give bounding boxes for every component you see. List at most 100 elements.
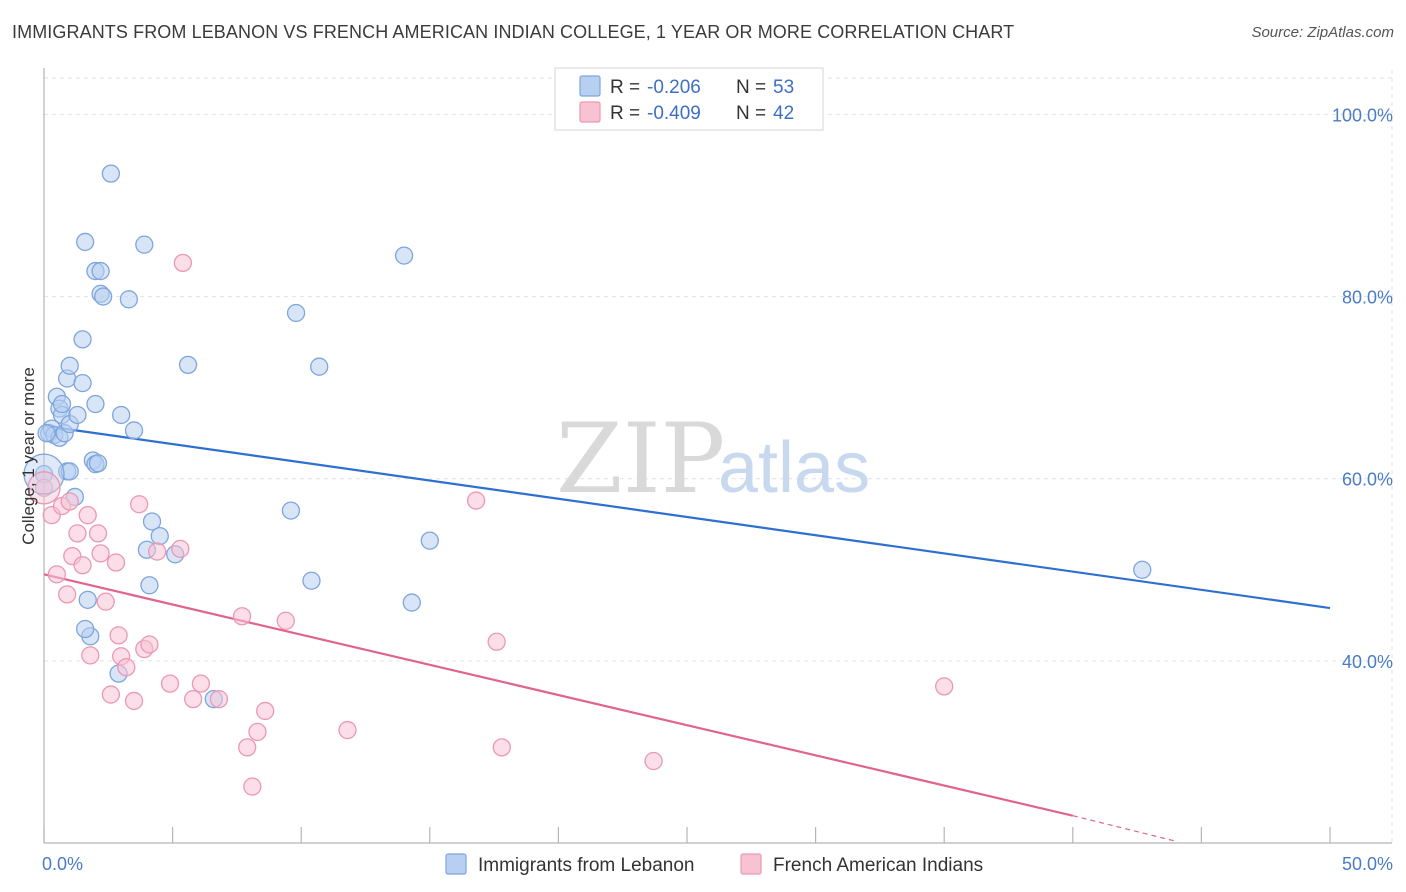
legend-swatch-blue xyxy=(579,75,601,97)
series-label-french-american-indians: French American Indians xyxy=(773,855,983,876)
chart-title: IMMIGRANTS FROM LEBANON VS FRENCH AMERIC… xyxy=(12,22,1015,42)
y-axis-title: College, 1 year or more xyxy=(19,367,38,545)
point-lebanon-12 xyxy=(60,356,79,375)
trend-line-extension-french-american-indians xyxy=(1072,815,1176,842)
point-lebanon-45 xyxy=(302,571,321,590)
point-lebanon-17 xyxy=(73,373,92,393)
point-lebanon-8 xyxy=(52,394,72,414)
point-french-american-indians-34 xyxy=(256,701,275,721)
point-lebanon-14 xyxy=(60,462,79,481)
point-lebanon-16 xyxy=(68,405,87,425)
axes xyxy=(43,68,1392,844)
legend-swatch-pink xyxy=(579,101,601,123)
point-lebanon-37 xyxy=(140,576,159,595)
point-french-american-indians-26 xyxy=(173,253,193,273)
point-lebanon-43 xyxy=(281,501,301,520)
point-french-american-indians-38 xyxy=(487,632,506,651)
legend-r-value-1: -0.206 xyxy=(647,77,701,98)
point-lebanon-41 xyxy=(178,355,198,375)
legend-n-label-2: N = xyxy=(736,103,766,124)
point-lebanon-34 xyxy=(124,421,144,440)
point-lebanon-30 xyxy=(101,164,121,183)
point-french-american-indians-7 xyxy=(68,524,87,543)
correlation-legend: R = -0.206 N = 53 R = -0.409 N = 42 xyxy=(554,67,824,131)
point-french-american-indians-20 xyxy=(130,495,149,514)
point-french-american-indians-large xyxy=(27,471,61,505)
point-french-american-indians-14 xyxy=(101,685,121,704)
point-french-american-indians-41 xyxy=(935,677,954,696)
point-french-american-indians-15 xyxy=(106,553,126,572)
x-tick-label-0: 0.0% xyxy=(42,854,83,874)
point-lebanon-18 xyxy=(73,330,92,349)
point-lebanon-27 xyxy=(91,261,110,281)
point-french-american-indians-19 xyxy=(124,691,144,711)
point-lebanon-19 xyxy=(76,232,95,252)
watermark: ZIP atlas xyxy=(556,403,870,515)
point-french-american-indians-22 xyxy=(140,635,159,654)
y-tick-label-0: 40.0% xyxy=(1342,652,1393,672)
watermark-atlas: atlas xyxy=(718,428,870,508)
point-lebanon-large xyxy=(23,453,65,495)
point-french-american-indians-40 xyxy=(644,751,663,771)
point-french-american-indians-27 xyxy=(184,689,203,709)
point-french-american-indians-18 xyxy=(117,658,136,677)
point-lebanon-39 xyxy=(150,526,169,546)
trend-line-french-american-indians xyxy=(43,573,1074,817)
y-tick-label-1: 60.0% xyxy=(1342,470,1393,490)
legend-n-label-1: N = xyxy=(736,77,766,98)
point-french-american-indians-33 xyxy=(248,722,267,742)
point-lebanon-29 xyxy=(94,287,113,306)
point-lebanon-38 xyxy=(142,512,162,531)
point-lebanon-44 xyxy=(286,303,306,323)
point-lebanon-48 xyxy=(394,246,414,265)
x-tick-label-1: 50.0% xyxy=(1342,854,1393,874)
point-french-american-indians-9 xyxy=(78,505,97,525)
point-french-american-indians-29 xyxy=(209,689,229,709)
point-french-american-indians-23 xyxy=(148,542,167,561)
point-french-american-indians-13 xyxy=(96,592,115,611)
point-french-american-indians-37 xyxy=(466,491,486,510)
point-lebanon-46 xyxy=(310,357,329,376)
data-points xyxy=(23,164,1152,796)
point-french-american-indians-31 xyxy=(238,738,257,757)
y-tick-labels: 40.0% 60.0% 80.0% 100.0% xyxy=(1332,105,1393,671)
point-french-american-indians-2 xyxy=(47,565,67,584)
point-lebanon-32 xyxy=(112,405,131,425)
legend-r-value-2: -0.409 xyxy=(647,103,701,124)
point-lebanon-35 xyxy=(135,235,154,254)
source-label: Source: ZipAtlas.com xyxy=(1251,24,1394,41)
point-french-american-indians-35 xyxy=(276,611,295,630)
point-french-american-indians-8 xyxy=(73,556,92,575)
y-tick-label-3: 100.0% xyxy=(1332,105,1393,125)
point-french-american-indians-12 xyxy=(91,544,110,563)
point-french-american-indians-24 xyxy=(160,674,180,693)
point-french-american-indians-11 xyxy=(88,524,108,543)
legend-n-value-2: 42 xyxy=(773,103,794,124)
point-french-american-indians-25 xyxy=(171,539,190,558)
point-french-american-indians-10 xyxy=(81,646,100,665)
point-french-american-indians-39 xyxy=(492,738,511,757)
point-french-american-indians-28 xyxy=(191,674,211,693)
point-lebanon-47 xyxy=(76,619,95,639)
legend-r-label-1: R = xyxy=(610,77,640,98)
x-tick-labels: 0.0% 50.0% xyxy=(42,854,1393,874)
point-lebanon-51 xyxy=(1133,560,1152,579)
point-french-american-indians-30 xyxy=(232,607,252,626)
point-lebanon-33 xyxy=(119,290,139,309)
point-french-american-indians-36 xyxy=(338,720,357,740)
point-lebanon-52 xyxy=(37,424,56,443)
trend-lines xyxy=(43,424,1331,842)
y-tick-label-2: 80.0% xyxy=(1342,288,1393,308)
point-lebanon-50 xyxy=(420,531,439,550)
watermark-zip: ZIP xyxy=(556,403,725,515)
legend-r-label-2: R = xyxy=(610,103,640,124)
point-french-american-indians-5 xyxy=(60,492,79,511)
point-french-american-indians-16 xyxy=(109,626,128,645)
point-french-american-indians-32 xyxy=(243,777,262,796)
point-french-american-indians-4 xyxy=(57,585,77,604)
point-lebanon-26 xyxy=(88,454,108,473)
gridlines xyxy=(44,70,1393,843)
series-label-lebanon: Immigrants from Lebanon xyxy=(478,855,695,876)
point-lebanon-20 xyxy=(78,590,97,609)
